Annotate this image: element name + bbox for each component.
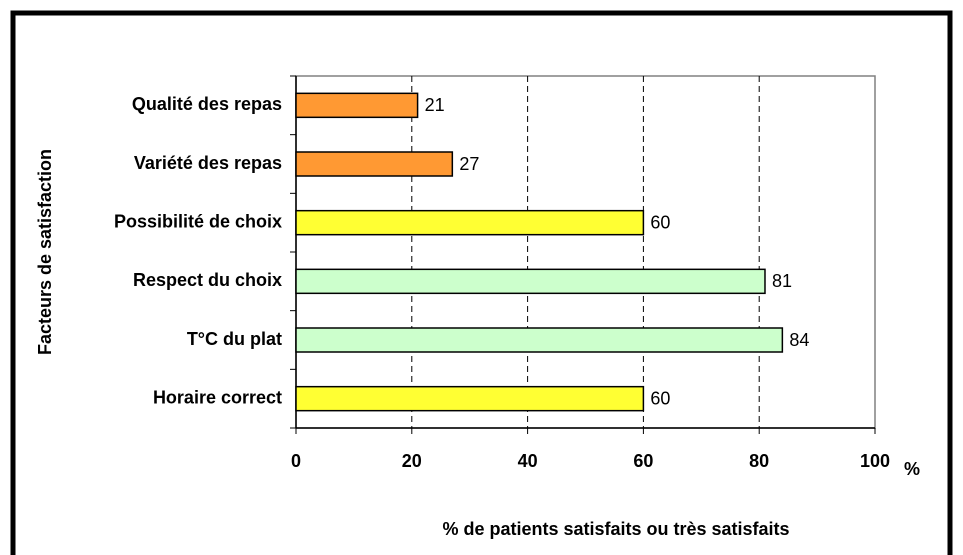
y-tick-label: Variété des repas [134,153,282,173]
y-tick-label: Horaire correct [153,387,282,407]
bar [295,209,645,236]
x-tick-label: 0 [291,451,301,471]
value-label: 27 [459,154,479,174]
bar [295,151,454,177]
bar [295,268,766,295]
x-tick-label: 40 [518,451,538,471]
x-tick-label: 20 [402,451,422,471]
x-tick-label: 80 [749,451,769,471]
y-tick-label: T°C du plat [187,329,282,349]
x-unit: % [904,459,920,479]
x-tick-label: 60 [633,451,653,471]
plot-area [295,75,876,429]
bar [295,385,645,412]
value-label: 60 [650,212,670,232]
y-axis-title: Facteurs de satisfaction [35,149,55,355]
y-tick-label: Qualité des repas [132,94,282,114]
value-label: 81 [772,271,792,291]
x-tick-label: 100 [860,451,890,471]
value-label: 84 [789,330,809,350]
y-tick-label: Respect du choix [133,270,282,290]
frame [10,10,953,555]
y-tick-label: Possibilité de choix [114,211,282,231]
x-axis-title: % de patients satisfaits ou très satisfa… [442,519,789,539]
value-label: 60 [650,388,670,408]
value-label: 21 [425,95,445,115]
bar [295,327,784,353]
bar [295,92,419,119]
